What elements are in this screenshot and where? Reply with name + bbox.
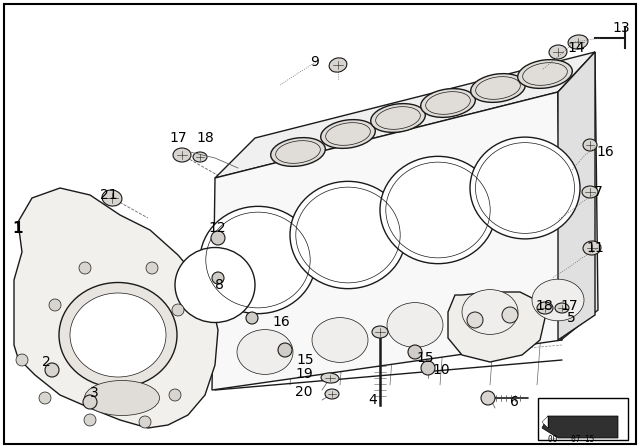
Polygon shape <box>14 188 218 428</box>
Text: 5: 5 <box>567 311 576 325</box>
Ellipse shape <box>84 380 159 415</box>
Circle shape <box>408 345 422 359</box>
Ellipse shape <box>387 302 443 347</box>
Ellipse shape <box>549 45 567 59</box>
Circle shape <box>49 299 61 311</box>
Ellipse shape <box>470 73 525 103</box>
Ellipse shape <box>555 303 569 313</box>
Circle shape <box>211 231 225 245</box>
Circle shape <box>16 354 28 366</box>
Text: 17: 17 <box>169 131 187 145</box>
Ellipse shape <box>583 139 597 151</box>
Ellipse shape <box>568 35 588 49</box>
Polygon shape <box>558 52 595 340</box>
Text: 16: 16 <box>272 315 290 329</box>
Polygon shape <box>448 292 545 362</box>
Polygon shape <box>542 416 618 438</box>
Text: 2: 2 <box>42 355 51 369</box>
Ellipse shape <box>380 156 496 264</box>
Circle shape <box>39 392 51 404</box>
Ellipse shape <box>462 289 518 334</box>
Text: 4: 4 <box>368 393 377 407</box>
Text: 16: 16 <box>596 145 614 159</box>
Text: 15: 15 <box>416 351 434 365</box>
Ellipse shape <box>290 181 406 289</box>
Ellipse shape <box>582 186 598 198</box>
Ellipse shape <box>583 241 601 255</box>
Text: 15: 15 <box>296 353 314 367</box>
Text: 10: 10 <box>432 363 450 377</box>
Text: 13: 13 <box>612 21 630 35</box>
Ellipse shape <box>271 138 325 166</box>
Circle shape <box>212 272 224 284</box>
Ellipse shape <box>173 148 191 162</box>
Ellipse shape <box>420 89 476 117</box>
Circle shape <box>172 304 184 316</box>
Circle shape <box>83 395 97 409</box>
Ellipse shape <box>372 326 388 338</box>
Text: 11: 11 <box>586 241 604 255</box>
Ellipse shape <box>175 247 255 323</box>
Ellipse shape <box>200 207 316 314</box>
Polygon shape <box>558 52 598 340</box>
Circle shape <box>481 391 495 405</box>
Circle shape <box>169 389 181 401</box>
Ellipse shape <box>312 318 368 362</box>
Text: 00   07 15: 00 07 15 <box>548 435 595 444</box>
Ellipse shape <box>325 389 339 399</box>
Text: 1: 1 <box>12 220 22 236</box>
Text: 12: 12 <box>208 221 226 235</box>
Circle shape <box>79 262 91 274</box>
Text: 9: 9 <box>310 55 319 69</box>
Polygon shape <box>542 416 548 428</box>
Ellipse shape <box>193 152 207 162</box>
Ellipse shape <box>102 190 122 206</box>
Circle shape <box>278 343 292 357</box>
Ellipse shape <box>537 302 553 314</box>
Circle shape <box>421 361 435 375</box>
Text: 18: 18 <box>535 299 553 313</box>
Polygon shape <box>212 92 562 390</box>
Ellipse shape <box>70 293 166 377</box>
Circle shape <box>84 414 96 426</box>
Ellipse shape <box>470 137 580 239</box>
Bar <box>538 398 628 440</box>
Ellipse shape <box>321 120 375 148</box>
Circle shape <box>146 262 158 274</box>
Ellipse shape <box>518 60 572 88</box>
Circle shape <box>246 312 258 324</box>
Ellipse shape <box>321 373 339 383</box>
Circle shape <box>467 312 483 328</box>
Text: 3: 3 <box>90 386 99 400</box>
Text: 19: 19 <box>295 367 313 381</box>
Text: 18: 18 <box>196 131 214 145</box>
Text: 6: 6 <box>510 395 519 409</box>
Text: 14: 14 <box>567 41 584 55</box>
Polygon shape <box>215 52 595 178</box>
Ellipse shape <box>532 279 584 321</box>
Circle shape <box>139 416 151 428</box>
Text: 21: 21 <box>100 188 118 202</box>
Text: 7: 7 <box>594 185 603 199</box>
Text: 17: 17 <box>560 299 578 313</box>
Ellipse shape <box>371 103 426 132</box>
Text: 8: 8 <box>215 278 224 292</box>
Ellipse shape <box>237 330 293 375</box>
Circle shape <box>45 363 59 377</box>
Ellipse shape <box>329 58 347 72</box>
Circle shape <box>502 307 518 323</box>
Ellipse shape <box>59 283 177 388</box>
Text: 20: 20 <box>295 385 312 399</box>
